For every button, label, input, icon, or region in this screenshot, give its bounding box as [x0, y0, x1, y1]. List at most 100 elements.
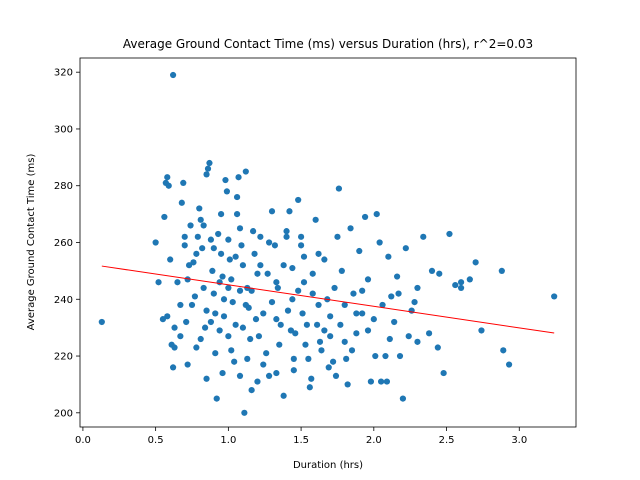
- data-point: [382, 352, 389, 360]
- data-point: [332, 372, 340, 380]
- regression-line: [101, 265, 555, 334]
- data-point: [348, 347, 356, 354]
- data-point: [309, 290, 316, 297]
- data-point: [306, 384, 313, 391]
- data-point: [500, 347, 507, 354]
- data-point: [228, 276, 235, 283]
- data-point: [215, 230, 222, 238]
- data-point: [203, 171, 210, 178]
- data-point: [297, 233, 305, 240]
- data-point: [241, 409, 248, 416]
- data-point: [183, 318, 190, 326]
- data-point: [220, 313, 228, 320]
- data-point: [226, 256, 233, 263]
- y-tick-label: 260: [54, 238, 73, 249]
- x-tick-label: 2.5: [439, 435, 455, 446]
- data-point: [171, 324, 178, 331]
- data-point: [204, 165, 212, 172]
- data-point: [242, 301, 249, 309]
- y-axis-label: Average Ground Contact Time (ms): [26, 154, 37, 331]
- data-point: [228, 347, 235, 354]
- data-point: [505, 361, 513, 368]
- data-point: [341, 338, 348, 345]
- data-point: [359, 287, 366, 294]
- data-point: [383, 378, 391, 385]
- data-point: [309, 270, 316, 277]
- data-point: [402, 245, 409, 252]
- data-point: [181, 233, 188, 240]
- data-point: [174, 279, 181, 286]
- data-point: [233, 193, 241, 201]
- data-point: [219, 273, 226, 280]
- data-point: [236, 225, 244, 232]
- data-point: [343, 355, 350, 362]
- y-tick-label: 220: [54, 352, 73, 363]
- data-point: [367, 378, 375, 385]
- data-point: [341, 301, 348, 309]
- data-point: [414, 284, 421, 292]
- data-point: [244, 355, 251, 362]
- data-point: [254, 378, 261, 385]
- data-point: [171, 344, 178, 351]
- data-point: [169, 364, 177, 371]
- data-point: [274, 284, 281, 292]
- data-point: [184, 276, 191, 283]
- data-point: [247, 335, 254, 343]
- data-point: [193, 344, 200, 351]
- data-point: [273, 279, 280, 286]
- data-point: [181, 242, 188, 249]
- data-point: [207, 318, 215, 326]
- data-point: [260, 361, 267, 368]
- data-point: [334, 233, 341, 240]
- data-point: [364, 327, 372, 334]
- data-point: [201, 324, 209, 331]
- data-point: [199, 245, 206, 252]
- data-point: [229, 299, 236, 306]
- data-points: [98, 71, 558, 416]
- y-tick-label: 200: [54, 408, 73, 419]
- data-point: [197, 335, 204, 343]
- data-point: [184, 361, 191, 368]
- data-point: [177, 333, 184, 340]
- data-point: [440, 369, 447, 377]
- data-point: [217, 250, 225, 257]
- data-point: [376, 239, 383, 246]
- data-point: [152, 239, 159, 246]
- data-point: [265, 372, 273, 380]
- data-point: [194, 233, 201, 240]
- data-point: [290, 367, 297, 374]
- data-point: [327, 313, 334, 320]
- data-point: [353, 330, 360, 337]
- data-point: [210, 245, 217, 252]
- data-point: [273, 316, 280, 323]
- data-point: [251, 250, 258, 257]
- chart-title: Average Ground Contact Time (ms) versus …: [123, 37, 533, 51]
- data-point: [200, 222, 207, 229]
- data-point: [273, 369, 280, 377]
- data-point: [337, 321, 344, 328]
- data-point: [289, 296, 296, 303]
- data-point: [315, 250, 322, 257]
- x-axis: 0.0 0.5 1.0 1.5 2.0 2.5 3.0: [75, 427, 527, 446]
- data-point: [318, 347, 325, 354]
- data-point: [268, 208, 276, 215]
- data-point: [436, 270, 443, 277]
- data-point: [283, 233, 290, 240]
- data-point: [216, 279, 223, 286]
- data-point: [207, 236, 215, 243]
- data-point: [265, 239, 273, 246]
- data-point: [321, 327, 328, 334]
- data-point: [300, 279, 308, 286]
- data-point: [180, 179, 187, 186]
- data-point: [161, 213, 168, 221]
- data-point: [391, 318, 398, 326]
- data-point: [217, 211, 225, 218]
- data-point: [257, 233, 264, 240]
- data-point: [321, 256, 328, 263]
- data-point: [232, 253, 239, 260]
- data-point: [257, 262, 264, 269]
- data-point: [325, 364, 332, 371]
- data-point: [420, 233, 427, 240]
- data-point: [210, 290, 217, 297]
